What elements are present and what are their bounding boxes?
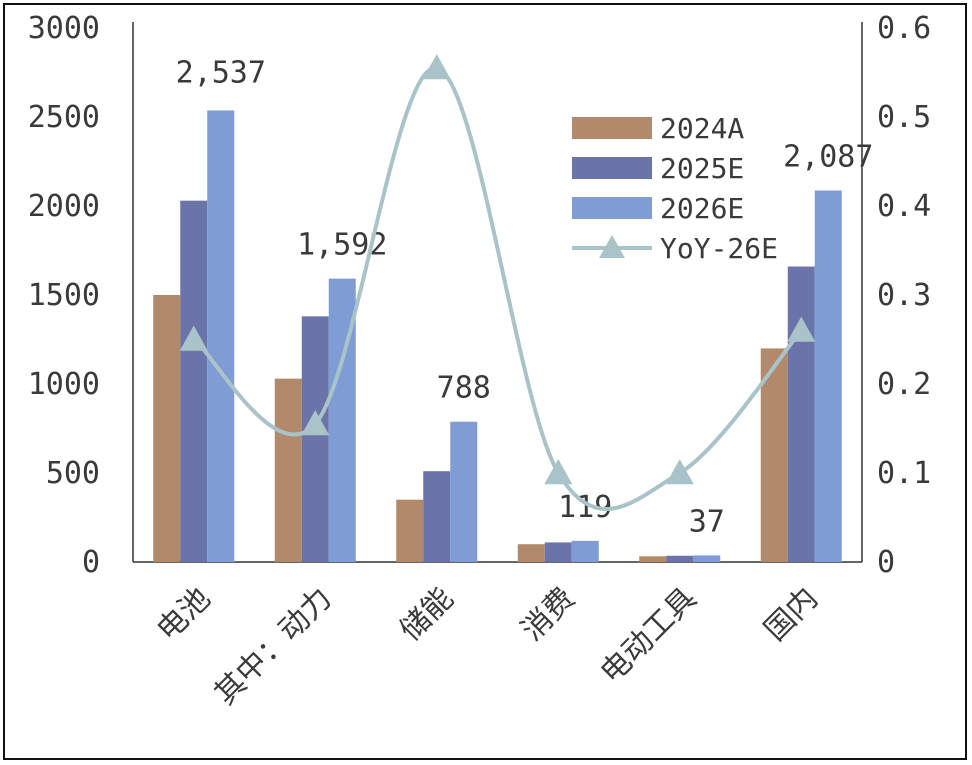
y-left-tick-label: 1000: [28, 367, 100, 402]
y-right-tick-label: 0.3: [877, 278, 931, 313]
line-marker-3: [544, 459, 573, 485]
bar-2025E-1: [301, 316, 329, 562]
y-left-tick-label: 3000: [28, 11, 100, 46]
line-marker-2: [422, 54, 451, 80]
legend-swatch-2025E: [572, 157, 652, 179]
x-tick-label: 电动工具: [594, 581, 704, 691]
y-right-tick-label: 0.6: [877, 11, 931, 46]
bar-2024A-4: [639, 556, 667, 562]
line-marker-5: [787, 316, 816, 342]
legend-swatch-2024A: [572, 117, 652, 139]
line-marker-0: [179, 325, 208, 351]
legend-label-2026E: 2026E: [660, 192, 744, 225]
bar-2024A-3: [517, 544, 545, 562]
legend-label-2025E: 2025E: [660, 152, 744, 185]
y-right-tick-label: 0: [877, 545, 895, 580]
bar-2025E-4: [666, 555, 694, 562]
bar-2026E-4: [693, 555, 721, 562]
bar-2025E-5: [787, 266, 815, 562]
legend-swatch-2026E: [572, 197, 652, 219]
bar-2024A-0: [153, 295, 181, 562]
y-left-tick-label: 1500: [28, 278, 100, 313]
y-right-tick-label: 0.1: [877, 456, 931, 491]
line-marker-4: [665, 459, 694, 485]
x-tick-label: 其中：动力: [208, 581, 339, 712]
bar-2024A-2: [396, 499, 424, 562]
legend-label-YoY-26E: YoY-26E: [660, 232, 778, 265]
line-marker-1: [301, 410, 330, 436]
y-left-tick-label: 500: [46, 456, 100, 491]
y-right-tick-label: 0.4: [877, 189, 931, 224]
x-tick-label: 消费: [515, 581, 582, 648]
bar-2024A-1: [274, 378, 302, 562]
data-label: 788: [437, 371, 491, 406]
y-right-tick-label: 0.5: [877, 100, 931, 135]
y-left-tick-label: 0: [82, 545, 100, 580]
bar-2024A-5: [760, 348, 788, 562]
data-label: 2,537: [176, 55, 266, 90]
x-tick-label: 储能: [393, 581, 460, 648]
legend-label-2024A: 2024A: [660, 112, 744, 145]
bar-2025E-0: [180, 200, 208, 562]
bar-2026E-2: [450, 421, 478, 562]
bar-2025E-2: [423, 471, 451, 562]
x-tick-label: 国内: [758, 581, 825, 648]
bar-2026E-3: [571, 540, 599, 562]
bar-2026E-0: [207, 110, 235, 562]
y-right-tick-label: 0.2: [877, 367, 931, 402]
data-label: 2,087: [783, 140, 873, 175]
legend-marker-YoY-26E: [599, 235, 625, 258]
bar-2026E-5: [814, 190, 842, 562]
data-label: 37: [689, 504, 725, 539]
bar-2025E-3: [544, 542, 572, 562]
y-left-tick-label: 2000: [28, 189, 100, 224]
x-tick-label: 电池: [150, 581, 217, 648]
y-left-tick-label: 2500: [28, 100, 100, 135]
